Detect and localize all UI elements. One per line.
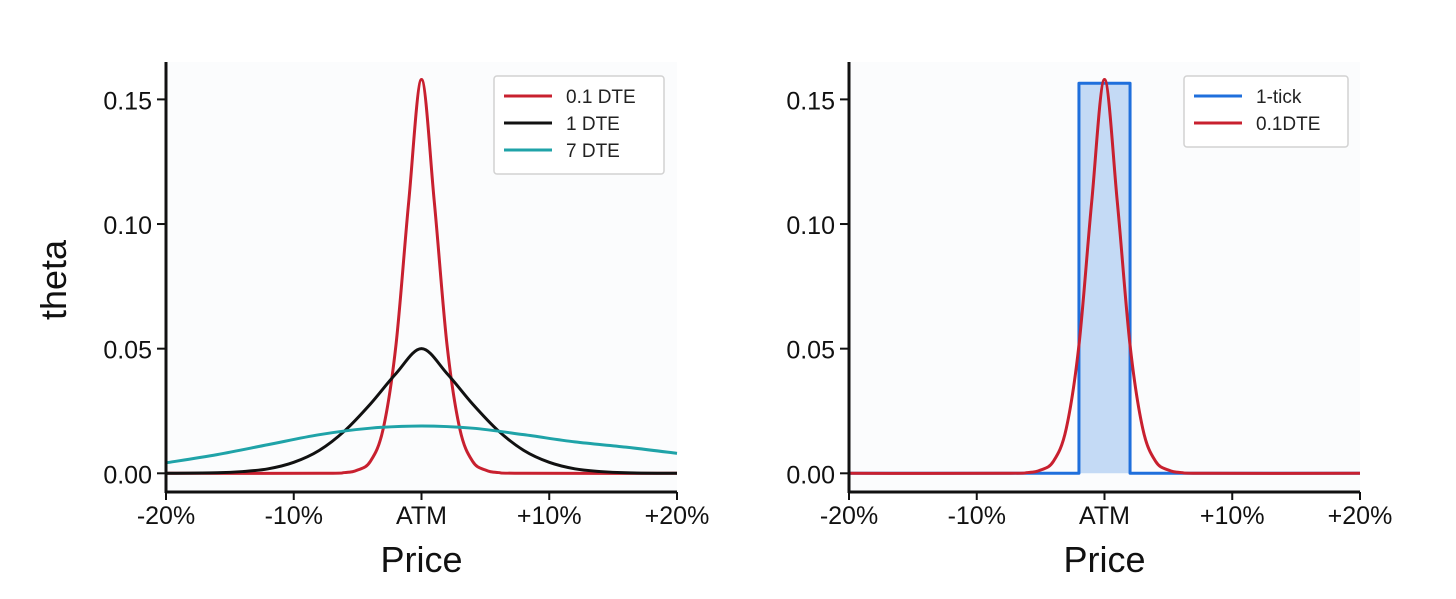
x-tick-label: -10% <box>265 502 323 530</box>
left-chart-panel: 0.00 0.05 0.10 0.15 -20% -10% ATM +10% +20% Price… <box>103 62 709 580</box>
y-tick-label: 0.15 <box>103 87 152 115</box>
series-fill-1 <box>849 83 1360 474</box>
series-line-1 <box>165 77 678 475</box>
y-tick-label: 0.10 <box>786 212 835 240</box>
x-tick-label: -20% <box>820 502 878 530</box>
x-tick-label: +10% <box>517 502 582 530</box>
right-chart-panel: 0.00 0.05 0.10 0.15 -20% -10% ATM +10% +20% Price… <box>786 62 1392 580</box>
y-tick-label: 0.00 <box>786 461 835 489</box>
y-tick-label: 0.10 <box>103 212 152 240</box>
x-tick-label: +10% <box>1200 502 1265 530</box>
series-line-1 <box>849 81 1360 475</box>
y-tick-label: 0.05 <box>786 337 835 365</box>
y-tick-label: 0.05 <box>103 337 152 365</box>
legend: 0.1 DTE 1 DTE 7 DTE <box>493 75 665 175</box>
legend-label: 1 DTE <box>566 114 620 135</box>
legend-label: 1-tick <box>1256 87 1302 108</box>
series-line-2 <box>165 347 678 475</box>
x-tick-label: +20% <box>1328 502 1393 530</box>
legend-box <box>1183 75 1349 148</box>
left-ylabel: theta <box>33 239 74 320</box>
x-axis-title: Price <box>380 539 462 580</box>
series-line-2 <box>848 77 1361 475</box>
x-axis-title: Price <box>1063 539 1145 580</box>
y-tick-label: 0.15 <box>786 87 835 115</box>
x-tick-label: +20% <box>645 502 710 530</box>
legend-label: 7 DTE <box>566 141 620 162</box>
x-tick-label: -10% <box>948 502 1006 530</box>
legend: 1-tick 0.1DTE <box>1183 75 1349 148</box>
x-tick-label: ATM <box>396 502 447 530</box>
series-line-3 <box>165 424 678 465</box>
x-tick-label: ATM <box>1079 502 1130 530</box>
legend-label: 0.1 DTE <box>566 87 636 108</box>
x-tick-label: -20% <box>137 502 195 530</box>
legend-label: 0.1DTE <box>1256 114 1320 135</box>
y-tick-label: 0.00 <box>103 461 152 489</box>
